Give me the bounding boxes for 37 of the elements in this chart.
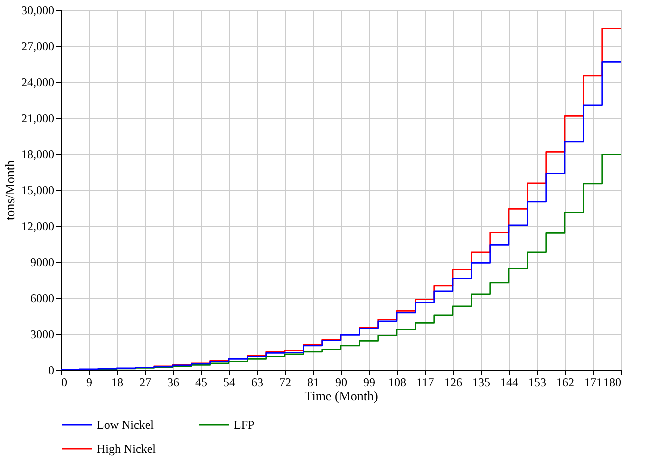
y-tick-label: 6000: [30, 292, 54, 306]
x-tick-label: 180: [604, 376, 622, 390]
x-tick-label: 135: [472, 376, 490, 390]
x-tick-label: 81: [308, 376, 320, 390]
x-tick-label: 99: [364, 376, 376, 390]
legend-label: Low Nickel: [97, 418, 155, 432]
x-tick-label: 9: [86, 376, 92, 390]
x-tick-label: 18: [112, 376, 124, 390]
y-tick-label: 9000: [30, 256, 54, 270]
y-tick-label: 0: [48, 364, 54, 378]
x-axis-title: Time (Month): [304, 388, 378, 404]
legend-label: LFP: [234, 418, 256, 432]
x-tick-label: 153: [528, 376, 546, 390]
y-axis-title: tons/Month: [2, 160, 18, 220]
y-tick-label: 27,000: [22, 40, 54, 54]
x-tick-label: 72: [280, 376, 292, 390]
legend-label: High Nickel: [97, 442, 157, 456]
y-tick-label: 12,000: [22, 220, 54, 234]
y-tick-label: 30,000: [22, 4, 54, 18]
x-tick-label: 0: [62, 376, 68, 390]
x-tick-label: 108: [388, 376, 406, 390]
x-tick-label: 171: [584, 376, 602, 390]
x-tick-label: 54: [224, 376, 236, 390]
x-tick-label: 90: [336, 376, 348, 390]
x-tick-label: 162: [556, 376, 574, 390]
x-tick-label: 117: [416, 376, 434, 390]
x-tick-label: 144: [500, 376, 518, 390]
y-tick-label: 15,000: [22, 184, 54, 198]
y-tick-label: 18,000: [22, 148, 54, 162]
y-tick-label: 24,000: [22, 76, 54, 90]
y-tick-label: 3000: [30, 328, 54, 342]
y-tick-label: 21,000: [22, 112, 54, 126]
x-tick-label: 36: [168, 376, 180, 390]
x-tick-label: 63: [252, 376, 264, 390]
x-tick-label: 27: [140, 376, 152, 390]
x-tick-label: 45: [196, 376, 208, 390]
x-tick-label: 126: [444, 376, 462, 390]
